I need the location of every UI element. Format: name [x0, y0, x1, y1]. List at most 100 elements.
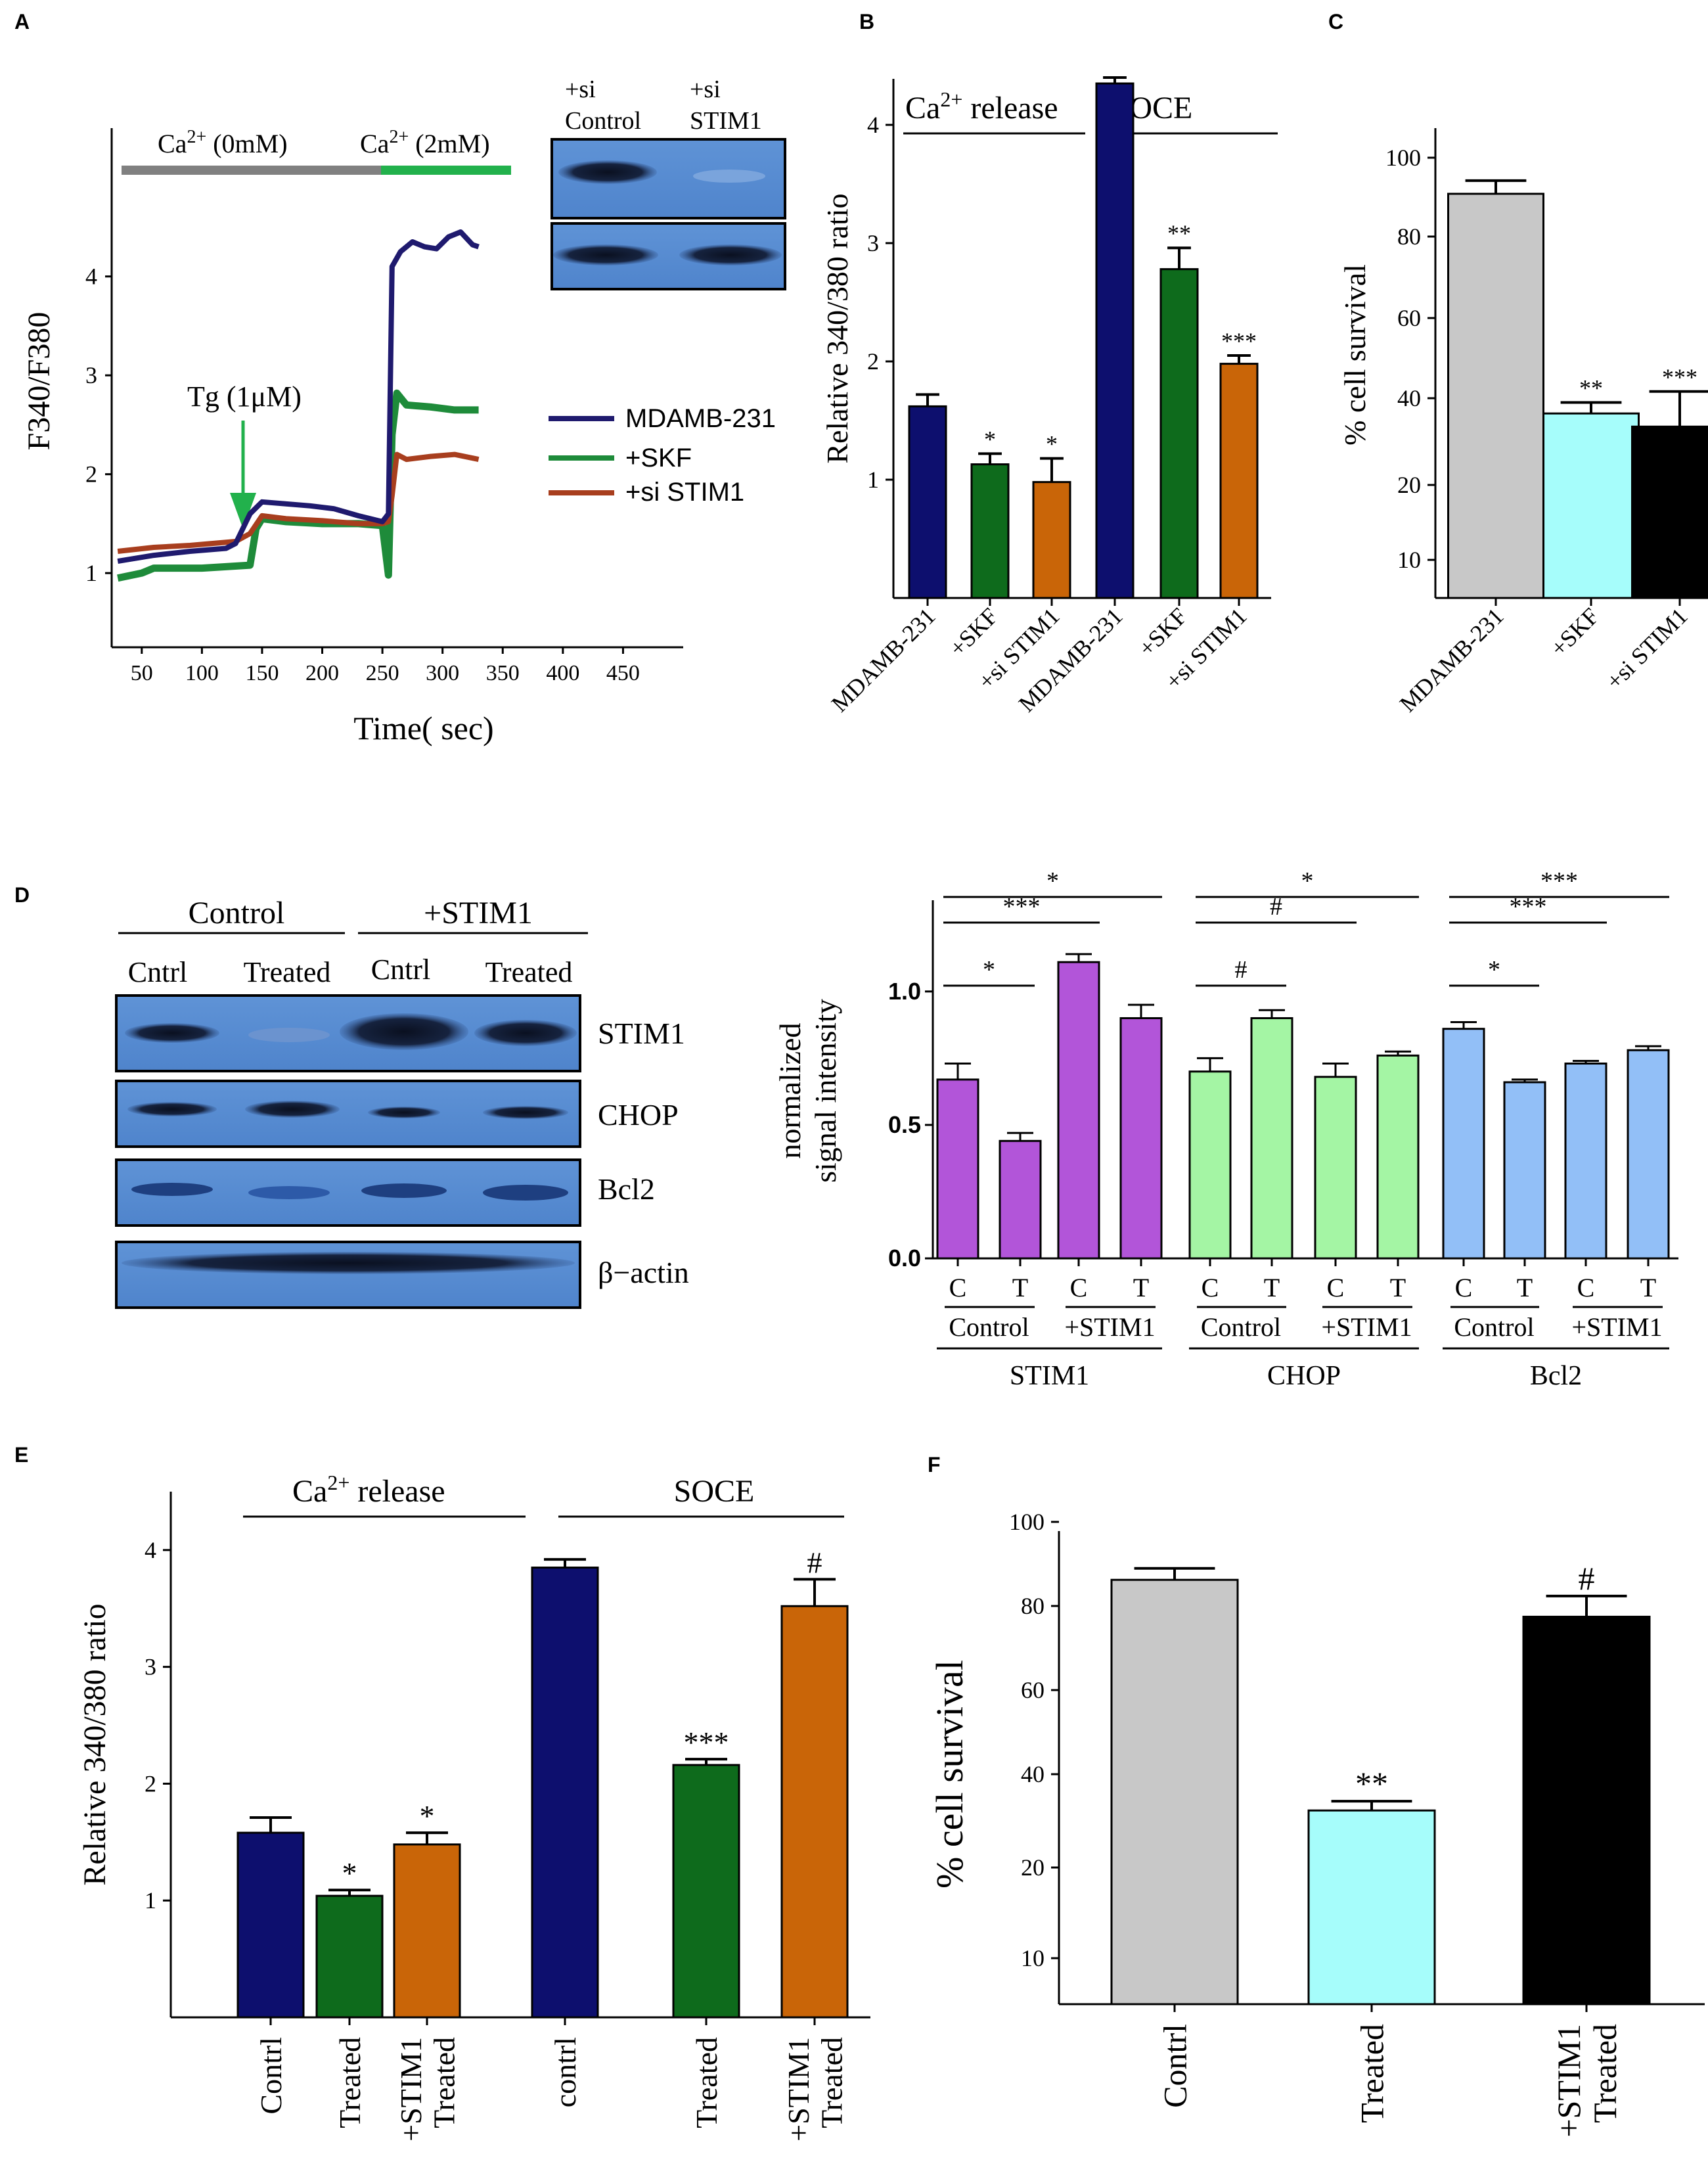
subgroup-label: +STIM1 [1571, 1312, 1662, 1342]
inset-label-sistim1-1: +si [690, 76, 721, 103]
bar [1307, 1809, 1436, 2005]
panel-d-chart: normalized signal intensity 0.00.51.0C T C… [773, 867, 1678, 1391]
significance-label: * [342, 1856, 357, 1890]
significance-label: # [807, 1546, 822, 1579]
blot-band [248, 1028, 330, 1042]
y-tick-label: 20 [1397, 472, 1421, 498]
blot-row-chop: CHOP [598, 1098, 679, 1132]
panel-d-y-label-2: signal intensity [809, 999, 842, 1183]
significance-label: # [1270, 893, 1282, 921]
significance-label: * [984, 426, 996, 452]
y-tick-label: 4 [145, 1537, 156, 1563]
x-tick-label: 150 [245, 661, 279, 685]
bar [1376, 1054, 1420, 1260]
bar [1159, 268, 1199, 599]
bar [672, 1764, 740, 2019]
y-tick-label: 10 [1021, 1945, 1045, 1971]
bar [780, 1605, 849, 2019]
x-category-label: Treated [427, 2037, 461, 2128]
ca-0mM-label: Ca2+ (0mM) [158, 127, 288, 159]
panel-e-group-soce: SOCE [674, 1474, 755, 1509]
x-tick-label: 200 [305, 661, 339, 685]
x-category-label: C [1577, 1273, 1595, 1302]
legend-label-sistim1: +si STIM1 [625, 478, 744, 507]
significance-label: * [1488, 956, 1500, 984]
x-category-label: contrl [549, 2037, 582, 2107]
tg-annotation: Tg (1μM) [187, 380, 302, 413]
x-category-label: C [1327, 1273, 1345, 1302]
y-tick-label: 4 [867, 112, 879, 138]
blot-row-actin: β−actin [598, 1256, 689, 1289]
blot-band [125, 1023, 219, 1043]
y-tick-label: 80 [1397, 223, 1421, 250]
y-tick-label: 2 [145, 1770, 156, 1797]
bar [1564, 1063, 1607, 1260]
blot-lane-cntrl: Cntrl [371, 953, 430, 986]
blot-lane-treated: Treated [244, 956, 331, 988]
y-tick-label: 2 [867, 348, 879, 375]
panel-c-label: C [1328, 10, 1343, 34]
x-category-label: MDAMB-231 [1395, 603, 1509, 717]
inset-label-sicontrol-1: +si [565, 76, 596, 103]
panel-d-y-label-1: normalized [773, 1023, 807, 1159]
y-tick-label: 40 [1021, 1761, 1045, 1787]
bar [999, 1139, 1042, 1260]
blot-band [122, 1252, 575, 1274]
inset-band [558, 160, 657, 184]
y-tick-label: 20 [1021, 1854, 1045, 1881]
panel-a: A Ca2+ (0mM) Ca2+ (2mM) Tg (1μM) 50 100 15… [14, 10, 786, 746]
significance-label: ** [1355, 1765, 1388, 1802]
blot-row-bcl2: Bcl2 [598, 1172, 655, 1206]
protein-group-label: Bcl2 [1530, 1361, 1582, 1391]
series-line-2 [117, 451, 480, 554]
y-tick-label: 60 [1397, 305, 1421, 331]
x-tick-label: 450 [606, 661, 640, 685]
x-category-label: Treated [1354, 2024, 1391, 2123]
significance-label: *** [684, 1726, 729, 1759]
inset-blot: +si Control +si STIM1 [551, 76, 786, 290]
bar [1032, 481, 1071, 599]
panel-d-label: D [14, 883, 30, 907]
x-category-label: T [1133, 1273, 1149, 1302]
ca-0mM-bar [122, 166, 381, 175]
bar [1250, 1017, 1293, 1260]
bar [970, 463, 1010, 599]
x-category-label: T [1517, 1273, 1533, 1302]
bar [1631, 425, 1708, 599]
blot-band [368, 1107, 440, 1118]
blot-band [361, 1183, 447, 1198]
y-tick-label: 10 [1397, 547, 1421, 573]
significance-label: *** [1540, 867, 1578, 895]
panel-b: B Relative 340/380 ratio Ca2+ release SO… [820, 10, 1278, 717]
legend-label-skf: +SKF [625, 444, 692, 472]
bar [1188, 1070, 1232, 1260]
blot-band [474, 1020, 577, 1046]
panel-e-group-ca-release: Ca2+ release [292, 1471, 445, 1509]
panel-a-x-label: Time( sec) [353, 710, 493, 746]
y-tick-label: 2 [85, 461, 97, 488]
blot-band [248, 1186, 330, 1199]
x-category-label: C [1202, 1273, 1219, 1302]
y-tick-label: 1 [145, 1887, 156, 1913]
subgroup-label: +STIM1 [1321, 1312, 1412, 1342]
blot-row-stim1: STIM1 [598, 1017, 685, 1050]
panel-c-y-label: % cell survival [1338, 264, 1372, 446]
ca-2mM-bar [381, 166, 511, 175]
bar [236, 1831, 305, 2019]
blot-band [340, 1013, 468, 1050]
x-category-label: C [1455, 1273, 1473, 1302]
bar [1095, 82, 1135, 599]
x-category-label: +STIM1 [394, 2037, 428, 2142]
panel-e: E Relative 340/380 ratio Ca2+ release SO… [14, 1443, 870, 2142]
protein-group-label: CHOP [1267, 1361, 1341, 1391]
blot-lane-treated: Treated [485, 956, 573, 988]
bar [1503, 1081, 1546, 1260]
subgroup-label: Control [1201, 1312, 1281, 1342]
x-category-label: Treated [1586, 2024, 1623, 2123]
panel-b-group-ca-release: Ca2+ release [905, 87, 1058, 126]
x-tick-label: 100 [185, 661, 219, 685]
panel-a-y-label: F340/F380 [22, 312, 56, 451]
panel-a-legend: MDAMB-231 +SKF +si STIM1 [549, 404, 776, 507]
bar [393, 1843, 461, 2019]
significance-label: # [1579, 1560, 1595, 1597]
